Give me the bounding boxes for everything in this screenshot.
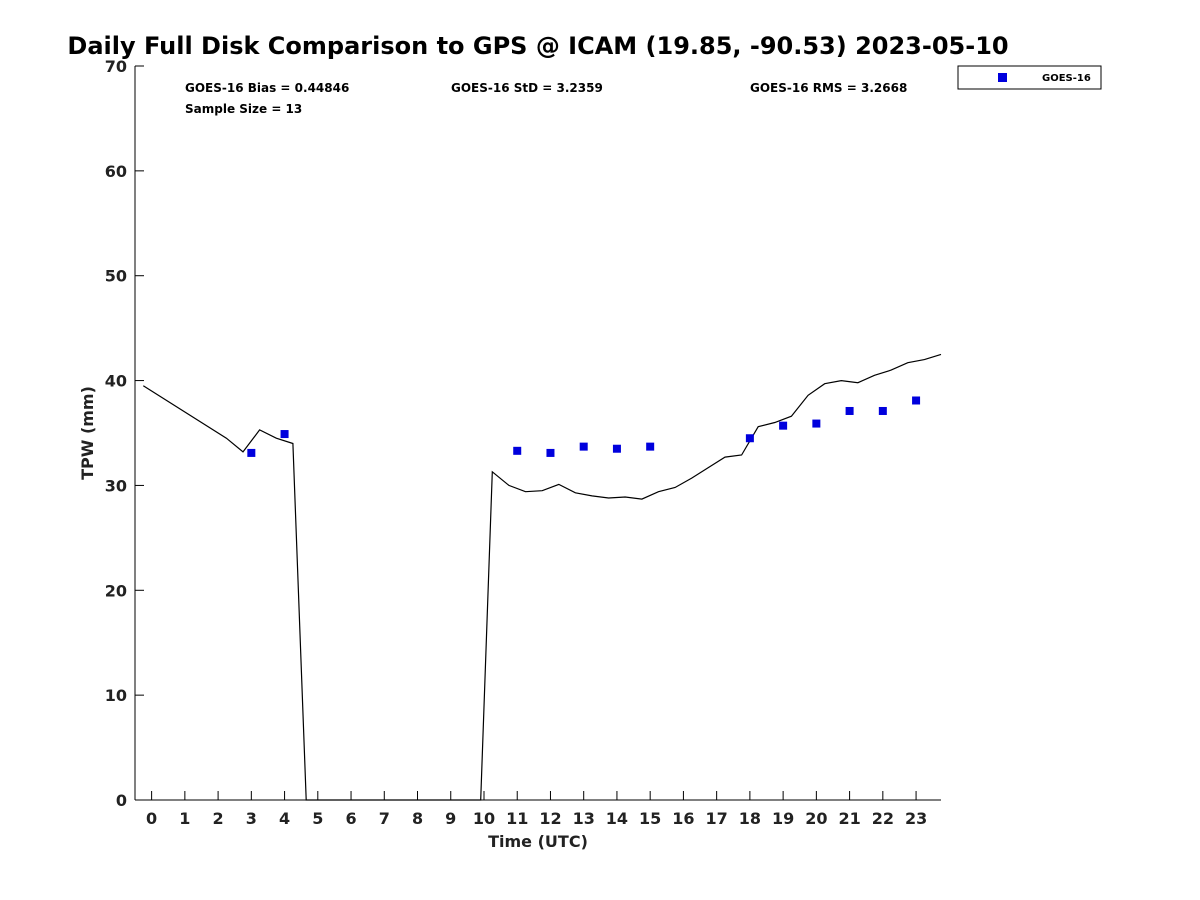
legend: GOES-16 bbox=[957, 65, 1102, 90]
x-axis-label: Time (UTC) bbox=[488, 832, 588, 851]
x-tick-label: 6 bbox=[345, 809, 356, 828]
std-annotation: GOES-16 StD = 3.2359 bbox=[451, 81, 603, 95]
x-tick-label: 8 bbox=[412, 809, 423, 828]
y-axis-label: TPW (mm) bbox=[78, 386, 97, 480]
x-tick-label: 9 bbox=[445, 809, 456, 828]
x-tick-label: 3 bbox=[246, 809, 257, 828]
x-tick-label: 22 bbox=[872, 809, 894, 828]
x-tick-label: 20 bbox=[805, 809, 827, 828]
x-tick-label: 14 bbox=[606, 809, 628, 828]
y-tick-label: 10 bbox=[105, 686, 127, 705]
bias-annotation: GOES-16 Bias = 0.44846 bbox=[185, 81, 349, 95]
y-tick-label: 40 bbox=[105, 372, 127, 391]
gps-tpw-line bbox=[142, 353, 942, 801]
x-tick-label: 11 bbox=[506, 809, 528, 828]
goes16-data-point bbox=[280, 430, 289, 439]
goes16-data-point bbox=[612, 444, 621, 453]
goes16-data-point bbox=[247, 448, 256, 457]
axes bbox=[134, 66, 941, 801]
x-tick-label: 13 bbox=[573, 809, 595, 828]
goes16-data-point bbox=[513, 446, 522, 455]
goes16-data-point bbox=[745, 434, 754, 443]
x-tick-label: 7 bbox=[379, 809, 390, 828]
goes16-data-point bbox=[845, 406, 854, 415]
x-tick-label: 19 bbox=[772, 809, 794, 828]
y-tick-label: 70 bbox=[105, 57, 127, 76]
x-tick-label: 18 bbox=[739, 809, 761, 828]
goes16-data-point bbox=[812, 419, 821, 428]
y-tick-label: 50 bbox=[105, 267, 127, 286]
series-layer bbox=[142, 353, 942, 801]
y-tick-label: 0 bbox=[116, 791, 127, 810]
legend-marker-goes16 bbox=[998, 73, 1007, 82]
x-tick-label: 17 bbox=[706, 809, 728, 828]
x-tick-label: 10 bbox=[473, 809, 495, 828]
goes16-data-point bbox=[779, 421, 788, 430]
goes16-data-point bbox=[646, 442, 655, 451]
goes16-data-point bbox=[878, 406, 887, 415]
x-tick-label: 16 bbox=[672, 809, 694, 828]
goes16-data-point bbox=[546, 448, 555, 457]
y-tick-label: 60 bbox=[105, 162, 127, 181]
chart-title: Daily Full Disk Comparison to GPS @ ICAM… bbox=[67, 32, 1008, 60]
y-axis-ticks: 0 10 20 30 40 50 60 70 bbox=[105, 57, 144, 810]
goes16-data-point bbox=[579, 442, 588, 451]
x-tick-label: 2 bbox=[213, 809, 224, 828]
x-tick-label: 12 bbox=[539, 809, 561, 828]
y-tick-label: 30 bbox=[105, 476, 127, 495]
goes16-data-point bbox=[912, 396, 921, 405]
legend-box bbox=[957, 65, 1102, 90]
x-tick-label: 15 bbox=[639, 809, 661, 828]
rms-annotation: GOES-16 RMS = 3.2668 bbox=[750, 81, 907, 95]
x-tick-label: 0 bbox=[146, 809, 157, 828]
x-tick-label: 5 bbox=[312, 809, 323, 828]
x-tick-label: 21 bbox=[838, 809, 860, 828]
y-tick-label: 20 bbox=[105, 581, 127, 600]
x-tick-label: 1 bbox=[179, 809, 190, 828]
x-axis-ticks: 0 1 2 3 4 5 6 7 8 9 10 11 12 13 14 15 16 17 18 19 20 21 22 23 bbox=[146, 791, 927, 828]
legend-label-goes16: GOES-16 bbox=[1042, 73, 1091, 84]
x-tick-label: 4 bbox=[279, 809, 290, 828]
x-tick-label: 23 bbox=[905, 809, 927, 828]
sample-size-annotation: Sample Size = 13 bbox=[185, 102, 302, 116]
